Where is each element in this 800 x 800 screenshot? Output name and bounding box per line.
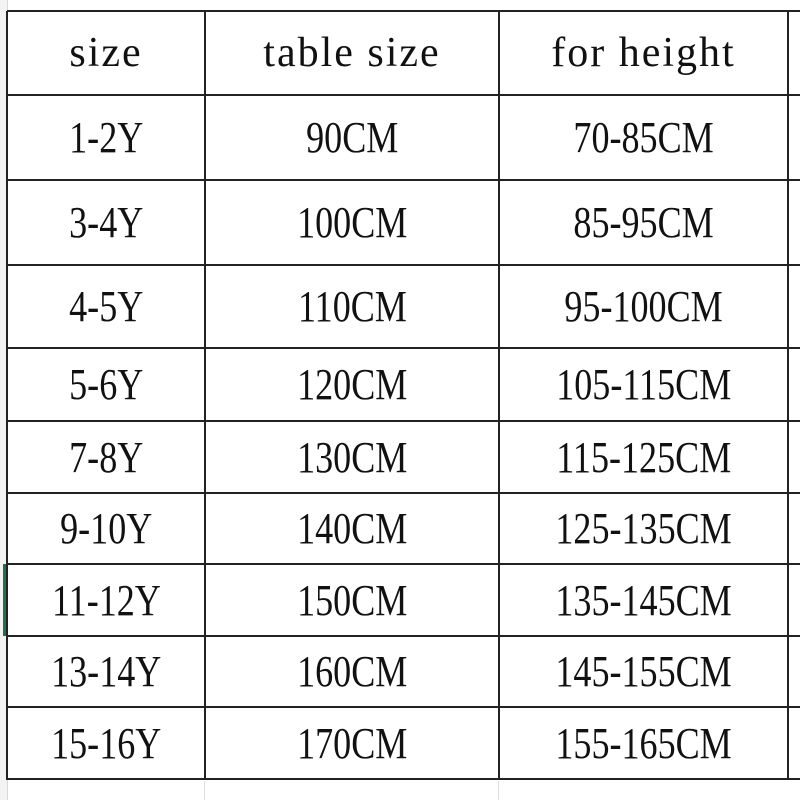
table-cell-text: 9-10Y [59, 504, 153, 553]
table-cell-text: 135-145CM [555, 575, 732, 625]
grid-line-horizontal [7, 778, 800, 780]
table-cell[interactable]: 3-4Y [7, 180, 205, 265]
table-cell[interactable]: 85-95CM [499, 180, 788, 265]
table-cell-text: 7-8Y [68, 432, 144, 482]
table-cell-text: 85-95CM [573, 198, 714, 247]
header-cell[interactable] [788, 11, 800, 95]
table-cell[interactable]: 15-16Y [7, 707, 205, 779]
table-cell-text: 15-16Y [50, 718, 162, 768]
header-cell[interactable]: size [7, 11, 205, 95]
table-cell-text: 3-4Y [68, 198, 144, 247]
grid-line-horizontal [7, 264, 800, 266]
header-cell-text: table size [263, 30, 441, 76]
table-cell-text: 155-165CM [555, 718, 732, 768]
grid-line-horizontal [7, 347, 800, 349]
table-cell-text: 125-135CM [555, 504, 732, 553]
grid-line-horizontal [7, 179, 800, 181]
table-cell-text: 5-6Y [68, 360, 144, 409]
table-cell[interactable]: 110CM [205, 265, 499, 348]
table-cell-text: 11-12Y [51, 575, 161, 625]
header-cell[interactable]: for height [499, 11, 788, 95]
table-cell[interactable]: 13-14Y [7, 636, 205, 707]
table-cell[interactable]: 170CM [205, 707, 499, 779]
table-cell-text: 100CM [296, 198, 408, 247]
table-cell[interactable]: 160CM [205, 636, 499, 707]
table-cell[interactable]: 7-8Y [7, 421, 205, 493]
table-cell-text: 110CM [297, 282, 407, 331]
table-cell[interactable]: 100CM [205, 180, 499, 265]
table-cell-text: 130CM [296, 432, 408, 482]
grid-line-faint [498, 781, 499, 800]
grid-line-horizontal [7, 706, 800, 708]
table-cell[interactable]: 125-135CM [499, 493, 788, 564]
table-cell[interactable]: 120CM [205, 348, 499, 421]
table-cell[interactable]: 90CM [205, 95, 499, 180]
table-cell[interactable]: 1-2Y [7, 95, 205, 180]
table-cell[interactable]: 115-125CM [499, 421, 788, 493]
header-cell[interactable]: table size [205, 11, 499, 95]
table-cell-text: 160CM [296, 647, 408, 696]
table-cell-text: 13-14Y [50, 647, 162, 696]
table-cell-text: 170CM [296, 718, 408, 768]
grid-line-horizontal [7, 492, 800, 494]
table-cell-text: 105-115CM [555, 360, 732, 409]
table-cell[interactable]: 150CM [205, 564, 499, 636]
header-cell-text: size [69, 30, 143, 76]
table-cell[interactable]: 4-5Y [7, 265, 205, 348]
table-cell[interactable]: 95-100CM [499, 265, 788, 348]
table-cell-text: 140CM [296, 504, 408, 553]
table-cell[interactable]: 9-10Y [7, 493, 205, 564]
table-cell[interactable]: 155-165CM [499, 707, 788, 779]
table-cell-text: 150CM [296, 575, 408, 625]
table-cell-text: 70-85CM [573, 113, 714, 162]
grid-line-vertical [787, 11, 789, 780]
table-cell-text: 120CM [296, 360, 408, 409]
table-cell[interactable]: 130CM [205, 421, 499, 493]
grid-line-vertical [6, 11, 8, 780]
grid-line-faint [204, 781, 205, 800]
grid-line-vertical [498, 11, 500, 780]
table-cell-text: 145-155CM [555, 647, 732, 696]
grid-line-vertical [204, 11, 206, 780]
table-cell[interactable]: 140CM [205, 493, 499, 564]
grid-line-horizontal [7, 635, 800, 637]
table-cell-text: 4-5Y [68, 282, 144, 331]
header-cell-text: for height [551, 30, 736, 76]
table-cell[interactable]: 70-85CM [499, 95, 788, 180]
table-cell-text: 95-100CM [564, 282, 723, 331]
table-cell[interactable]: 145-155CM [499, 636, 788, 707]
grid-line-horizontal [7, 10, 800, 12]
table-cell[interactable]: 105-115CM [499, 348, 788, 421]
grid-line-horizontal [7, 420, 800, 422]
table-cell-text: 1-2Y [68, 113, 144, 162]
table-cell[interactable]: 135-145CM [499, 564, 788, 636]
table-cell-text: 90CM [305, 113, 399, 162]
active-cell-indicator [3, 564, 6, 636]
grid-line-horizontal [7, 94, 800, 96]
table-cell-text: 115-125CM [555, 432, 732, 482]
grid-line-horizontal [7, 563, 800, 565]
table-cell[interactable]: 11-12Y [7, 564, 205, 636]
table-cell[interactable]: 5-6Y [7, 348, 205, 421]
